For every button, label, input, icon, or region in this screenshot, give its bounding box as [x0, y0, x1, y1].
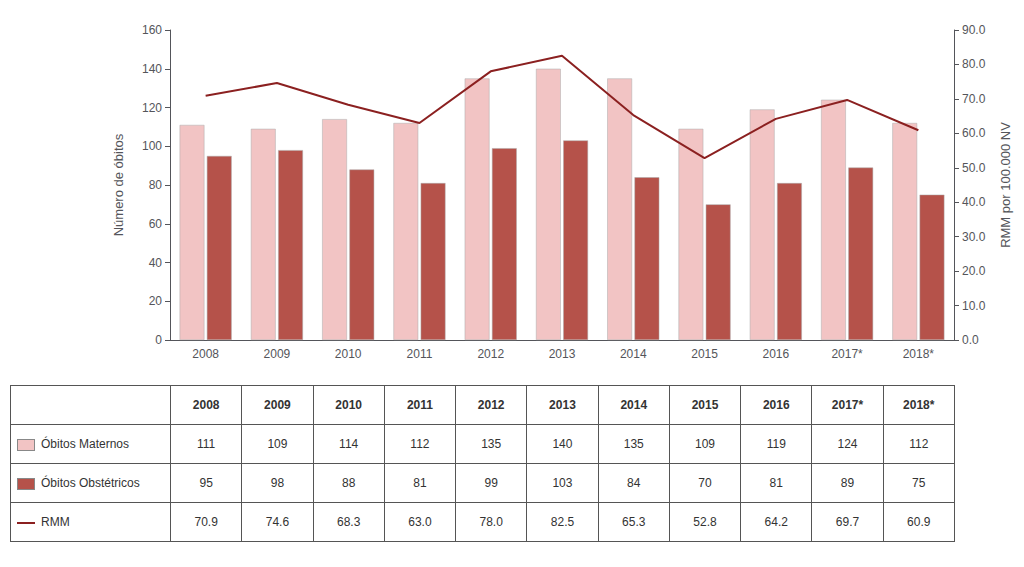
html-text:112: 112: [410, 437, 430, 451]
html-text:64.2: 64.2: [764, 515, 788, 529]
html-text:112: 112: [909, 437, 929, 451]
html-text:Óbitos Maternos: Óbitos Maternos: [41, 437, 129, 451]
html-text:70.9: 70.9: [194, 515, 218, 529]
svg-text:90.0: 90.0: [962, 23, 986, 37]
html-text:2008: 2008: [192, 398, 220, 412]
svg-text:160: 160: [142, 23, 162, 37]
svg-text:2012: 2012: [477, 347, 504, 361]
html-text:109: 109: [267, 437, 288, 451]
svg-text:0.0: 0.0: [962, 333, 979, 347]
html-text:2009: 2009: [264, 398, 291, 412]
html-text:88: 88: [342, 476, 356, 490]
html-text:68.3: 68.3: [337, 515, 361, 529]
html-text:2017*: 2017*: [831, 398, 864, 412]
svg-text:2009: 2009: [264, 347, 291, 361]
html-text:114: 114: [339, 437, 359, 451]
html-text:52.8: 52.8: [693, 515, 717, 529]
html-text:2018*: 2018*: [903, 398, 935, 412]
html-text:98: 98: [270, 476, 285, 490]
html-text:60.9: 60.9: [907, 515, 931, 529]
svg-text:40: 40: [149, 256, 163, 270]
html-text:103: 103: [552, 476, 573, 490]
svg-text:60: 60: [149, 217, 163, 231]
svg-text:30.0: 30.0: [962, 230, 986, 244]
html-text:69.7: 69.7: [835, 515, 860, 529]
svg-text:80: 80: [149, 178, 163, 192]
svg-text:20: 20: [149, 294, 163, 308]
html-text:2014: 2014: [620, 398, 648, 412]
html-text:2013: 2013: [549, 398, 576, 412]
svg-text:Número de óbitos: Número de óbitos: [111, 133, 126, 236]
svg-text:80.0: 80.0: [962, 57, 986, 71]
html-text:140: 140: [552, 437, 573, 451]
html-text:95: 95: [199, 476, 213, 490]
html-text:2015: 2015: [691, 398, 719, 412]
svg-text:2015: 2015: [691, 347, 718, 361]
html-text:2016: 2016: [762, 398, 790, 412]
svg-text:40.0: 40.0: [962, 195, 986, 209]
html-text:99: 99: [484, 476, 498, 490]
html-text:75: 75: [912, 476, 926, 490]
html-text:135: 135: [623, 437, 644, 451]
svg-text:2017*: 2017*: [831, 347, 863, 361]
svg-text:2018*: 2018*: [903, 347, 935, 361]
html-text:70: 70: [698, 476, 712, 490]
svg-text:RMM por 100.000 NV: RMM por 100.000 NV: [998, 122, 1013, 248]
html-text:Óbitos Obstétricos: Óbitos Obstétricos: [41, 476, 140, 490]
html-text:89: 89: [840, 476, 855, 490]
svg-text:2010: 2010: [335, 347, 362, 361]
svg-text:2008: 2008: [192, 347, 219, 361]
html-text:109: 109: [695, 437, 715, 451]
html-text:2012: 2012: [477, 398, 505, 412]
svg-text:10.0: 10.0: [962, 299, 986, 313]
html-text:2010: 2010: [335, 398, 362, 412]
html-text:63.0: 63.0: [408, 515, 432, 529]
svg-text:2014: 2014: [620, 347, 647, 361]
html-text:135: 135: [481, 437, 502, 451]
html-text:81: 81: [769, 476, 783, 490]
html-text:119: 119: [766, 437, 786, 451]
html-text:82.5: 82.5: [550, 515, 575, 529]
svg-text:0: 0: [155, 333, 162, 347]
html-text:81: 81: [413, 476, 427, 490]
html-text:111: 111: [197, 437, 216, 451]
svg-text:60.0: 60.0: [962, 126, 986, 140]
svg-text:2013: 2013: [549, 347, 576, 361]
svg-text:100: 100: [142, 139, 162, 153]
html-text:2011: 2011: [406, 398, 433, 412]
svg-text:2016: 2016: [762, 347, 789, 361]
html-text:84: 84: [627, 476, 641, 490]
svg-text:50.0: 50.0: [962, 161, 986, 175]
html-text:65.3: 65.3: [622, 515, 646, 529]
html-text:RMM: RMM: [41, 515, 70, 529]
svg-text:140: 140: [142, 62, 162, 76]
svg-text:2011: 2011: [407, 347, 433, 361]
html-text:78.0: 78.0: [479, 515, 503, 529]
svg-text:120: 120: [142, 101, 162, 115]
svg-text:70.0: 70.0: [962, 92, 986, 106]
html-text:74.6: 74.6: [265, 515, 290, 529]
svg-text:20.0: 20.0: [962, 264, 986, 278]
html-text:124: 124: [837, 437, 858, 451]
